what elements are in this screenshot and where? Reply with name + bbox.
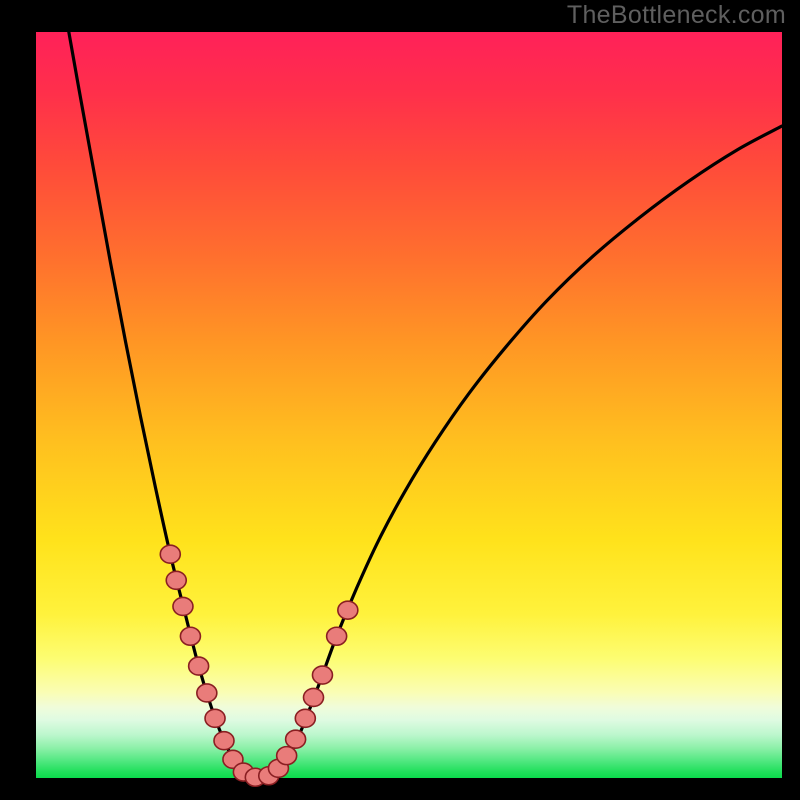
curve-marker: [197, 684, 217, 702]
curve-marker: [180, 627, 200, 645]
curve-marker: [277, 747, 297, 765]
curve-marker: [214, 732, 234, 750]
curve-marker: [327, 627, 347, 645]
curve-marker: [295, 709, 315, 727]
curve-marker: [304, 688, 324, 706]
curve-marker: [312, 666, 332, 684]
curve-marker: [166, 571, 186, 589]
curve-marker: [189, 657, 209, 675]
watermark-text: TheBottleneck.com: [567, 0, 786, 30]
curve-marker: [173, 597, 193, 615]
plot-svg: [36, 32, 782, 778]
curve-marker: [205, 709, 225, 727]
gradient-background: [36, 32, 782, 778]
curve-marker: [286, 730, 306, 748]
plot-area: [36, 32, 782, 778]
curve-marker: [338, 601, 358, 619]
curve-marker: [160, 545, 180, 563]
chart-stage: TheBottleneck.com: [0, 0, 800, 800]
